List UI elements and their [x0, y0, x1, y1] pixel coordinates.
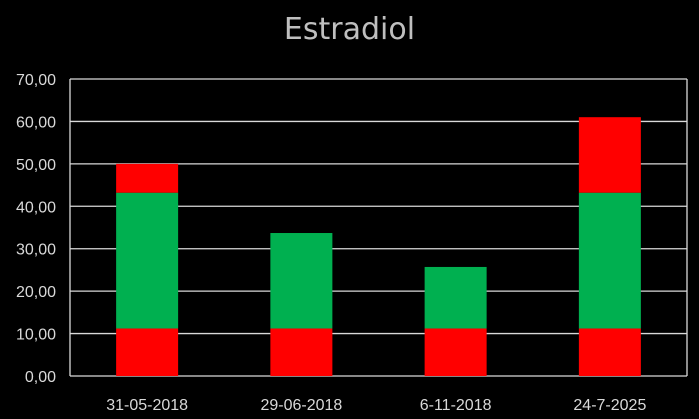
bar-segment	[116, 328, 179, 376]
bar-segment	[424, 328, 487, 376]
bar-segment	[270, 328, 333, 376]
bar-segment	[270, 233, 333, 329]
y-tick-label: 40,00	[16, 199, 56, 216]
bar-segment	[424, 266, 487, 329]
y-tick-label: 30,00	[16, 242, 56, 259]
bar-segment	[578, 117, 641, 193]
x-tick-label: 29-06-2018	[260, 397, 342, 414]
bar-segment	[116, 192, 179, 329]
bar-segment	[578, 192, 641, 329]
y-tick-label: 70,00	[16, 72, 56, 89]
bar-segment	[578, 328, 641, 376]
bar-segment	[116, 163, 179, 193]
y-tick-label: 0,00	[25, 369, 56, 386]
x-tick-label: 6-11-2018	[420, 397, 492, 414]
chart-title: Estradiol	[283, 12, 416, 47]
y-tick-label: 60,00	[16, 114, 56, 131]
y-tick-label: 50,00	[16, 157, 56, 174]
x-tick-label: 24-7-2025	[573, 397, 646, 414]
x-tick-label: 31-05-2018	[106, 397, 188, 414]
y-tick-label: 10,00	[16, 327, 56, 344]
y-tick-label: 20,00	[16, 284, 56, 301]
